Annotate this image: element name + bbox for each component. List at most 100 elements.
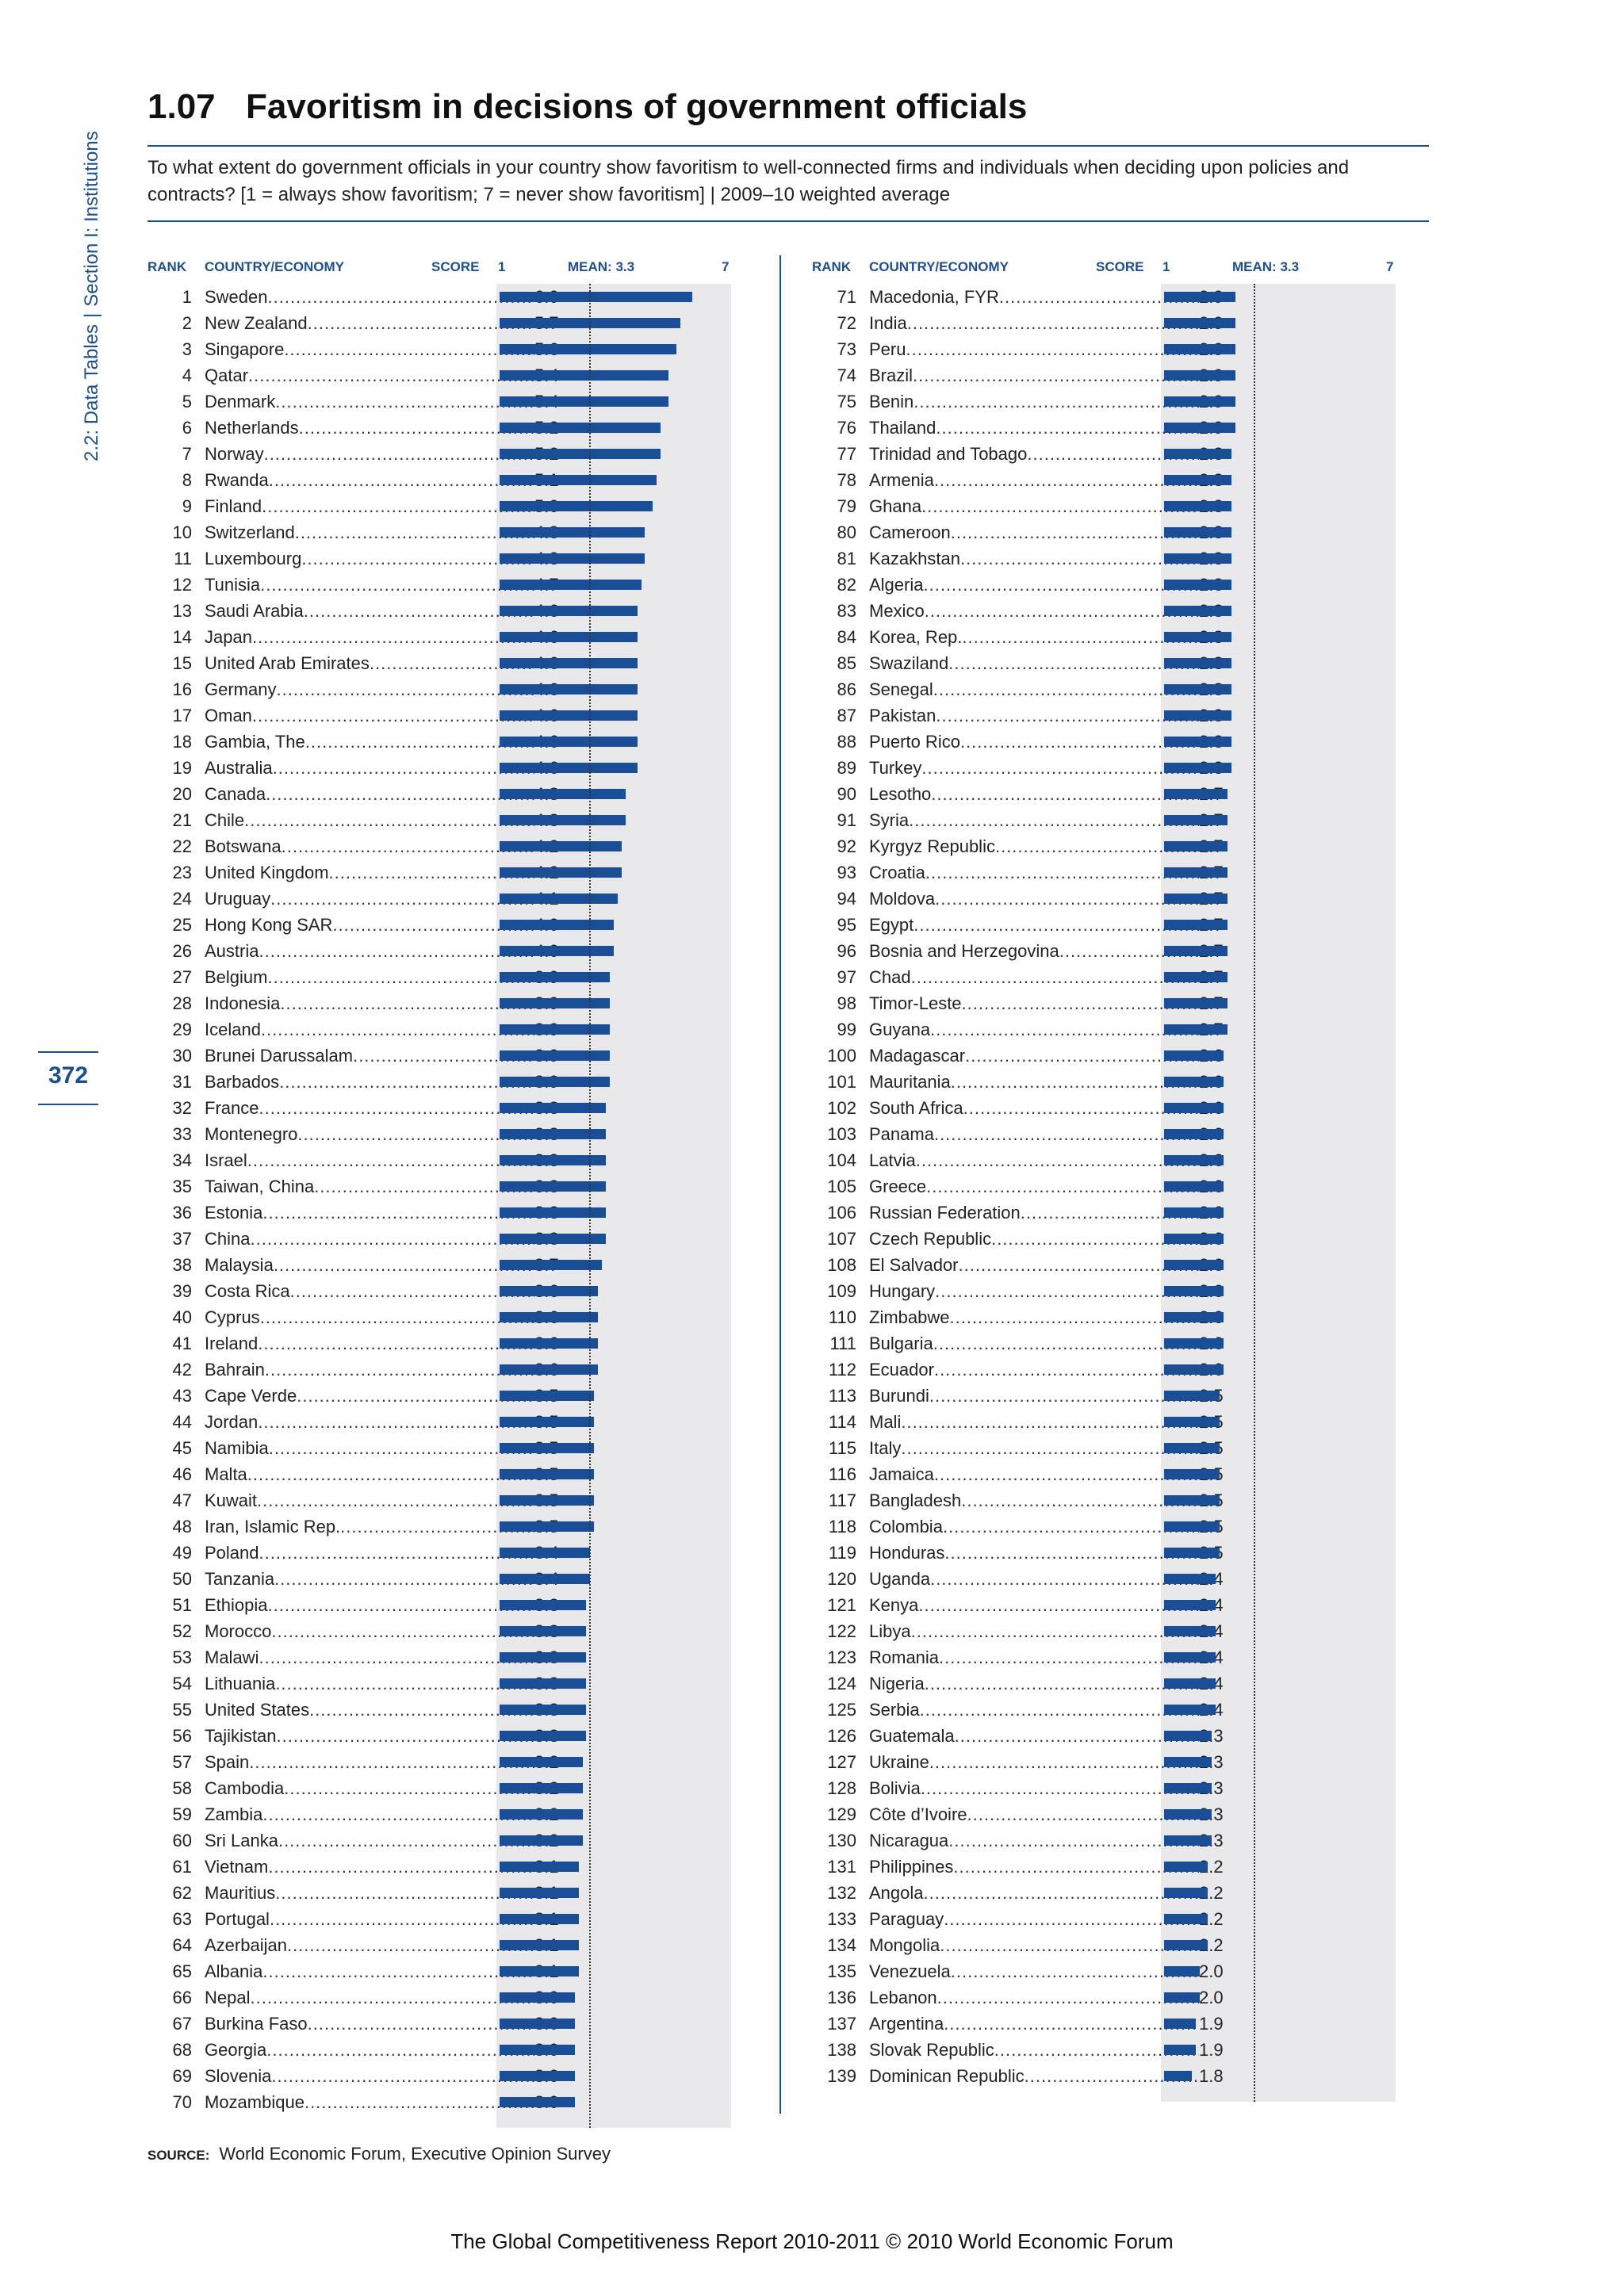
score-bar [1164, 1626, 1216, 1636]
country-name: Guatemala [869, 1726, 955, 1746]
table-row: 62 Mauritius.............................… [147, 1880, 822, 1906]
rank-cell: 7 [182, 444, 192, 464]
score-bar [1164, 292, 1235, 302]
rank-cell: 12 [172, 575, 192, 595]
score-bar [500, 1521, 595, 1532]
table-row: 86 Senegal...............................… [812, 676, 1486, 702]
leader-dots: ........................................… [258, 1412, 534, 1432]
rank-cell: 138 [827, 2040, 856, 2060]
rank-cell: 41 [172, 1334, 192, 1353]
table-row: 51 Ethiopia..............................… [147, 1592, 822, 1618]
rank-cell: 103 [827, 1124, 856, 1144]
rank-cell: 91 [837, 810, 856, 830]
country-cell: Barbados................................… [205, 1069, 534, 1095]
score-bar [500, 449, 661, 459]
score-bar [500, 1417, 595, 1427]
score-bar [1164, 344, 1235, 354]
table-row: 48 Iran, Islamic Rep.....................… [147, 1513, 822, 1540]
score-bar [500, 423, 661, 433]
mean-line [1254, 284, 1256, 2102]
country-name: Hong Kong SAR [205, 915, 333, 935]
table-row: 138 Slovak Republic......................… [812, 2037, 1486, 2063]
country-name: Ethiopia [205, 1595, 268, 1615]
table-row: 19 Australia.............................… [147, 755, 822, 781]
table-row: 39 Costa Rica............................… [147, 1278, 822, 1304]
country-cell: Angola..................................… [869, 1880, 1199, 1906]
leader-dots: ........................................… [276, 1726, 534, 1746]
country-name: Burundi [869, 1386, 929, 1406]
table-row: 129 Côte d’Ivoire........................… [812, 1801, 1486, 1827]
country-name: Bangladesh [869, 1490, 962, 1510]
leader-dots: ........................................… [267, 287, 534, 307]
rank-cell: 54 [172, 1674, 192, 1693]
score-bar [1164, 632, 1231, 642]
score-bar [1164, 763, 1231, 773]
leader-dots: ........................................… [953, 1857, 1199, 1877]
country-name: Mauritania [869, 1072, 951, 1092]
table-row: 92 Kyrgyz Republic.......................… [812, 833, 1486, 859]
score-bar [1164, 527, 1231, 538]
table-row: 77 Trinidad and Tobago...................… [812, 441, 1486, 467]
country-cell: Slovenia................................… [205, 2063, 534, 2089]
country-name: Poland [205, 1543, 259, 1563]
leader-dots: ........................................… [251, 627, 534, 647]
score-bar [500, 632, 638, 642]
leader-dots: ........................................… [260, 1020, 534, 1039]
country-cell: Morocco.................................… [205, 1618, 534, 1644]
leader-dots: ........................................… [933, 679, 1199, 699]
country-cell: Colombia................................… [869, 1513, 1199, 1540]
score-bar [500, 815, 626, 825]
country-name: Namibia [205, 1438, 269, 1458]
rank-cell: 136 [827, 1988, 856, 2007]
country-name: Chile [205, 810, 245, 830]
score-bar [1164, 1521, 1220, 1532]
country-cell: Bolivia.................................… [869, 1775, 1199, 1801]
table-row: 32 France................................… [147, 1095, 822, 1121]
rank-cell: 78 [837, 470, 856, 490]
country-cell: Poland..................................… [205, 1540, 534, 1566]
rank-cell: 72 [837, 313, 856, 333]
country-name: Georgia [205, 2040, 267, 2060]
rank-cell: 106 [827, 1203, 856, 1223]
leader-dots: ........................................… [948, 1831, 1199, 1850]
country-cell: Bahrain.................................… [205, 1357, 534, 1383]
table-row: 57 Spain.................................… [147, 1749, 822, 1775]
country-cell: Vietnam.................................… [205, 1854, 534, 1880]
rank-cell: 126 [827, 1726, 856, 1746]
leader-dots: ........................................… [280, 993, 534, 1013]
leader-dots: ........................................… [262, 1961, 534, 1981]
table-row: 112 Ecuador..............................… [812, 1357, 1486, 1383]
rank-cell: 53 [172, 1647, 192, 1667]
table-row: 116 Jamaica..............................… [812, 1461, 1486, 1487]
country-name: Switzerland [205, 522, 295, 542]
score-bar [1164, 1024, 1228, 1035]
score-bar [1164, 1835, 1212, 1846]
rank-cell: 55 [172, 1700, 192, 1720]
country-name: Paraguay [869, 1909, 944, 1929]
leader-dots: ........................................… [913, 365, 1199, 385]
score-bar [500, 1678, 587, 1689]
rank-cell: 67 [172, 2014, 192, 2034]
country-name: Singapore [205, 339, 285, 359]
score-bar [1164, 1495, 1220, 1506]
score-bar [1164, 1234, 1224, 1244]
table-row: 44 Jordan................................… [147, 1409, 822, 1435]
table-row: 6 Netherlands............................… [147, 415, 822, 441]
score-bar [1164, 1260, 1224, 1270]
header-score: SCORE [431, 259, 480, 274]
leader-dots: ........................................… [281, 836, 534, 856]
table-row: 28 Indonesia.............................… [147, 990, 822, 1016]
country-cell: Kuwait..................................… [205, 1487, 534, 1513]
leader-dots: ........................................… [284, 1778, 534, 1798]
leader-dots: ........................................… [307, 2014, 534, 2034]
rank-cell: 31 [172, 1072, 192, 1092]
score-bar [1164, 449, 1231, 459]
score-bar [1164, 1077, 1224, 1087]
score-cell: 1.8 [1199, 2066, 1224, 2086]
rank-cell: 24 [172, 889, 192, 909]
score-bar [500, 1155, 607, 1165]
country-name: Venezuela [869, 1961, 951, 1981]
rank-cell: 26 [172, 941, 192, 961]
score-bar [500, 1862, 579, 1872]
score-bar [1164, 1940, 1208, 1950]
